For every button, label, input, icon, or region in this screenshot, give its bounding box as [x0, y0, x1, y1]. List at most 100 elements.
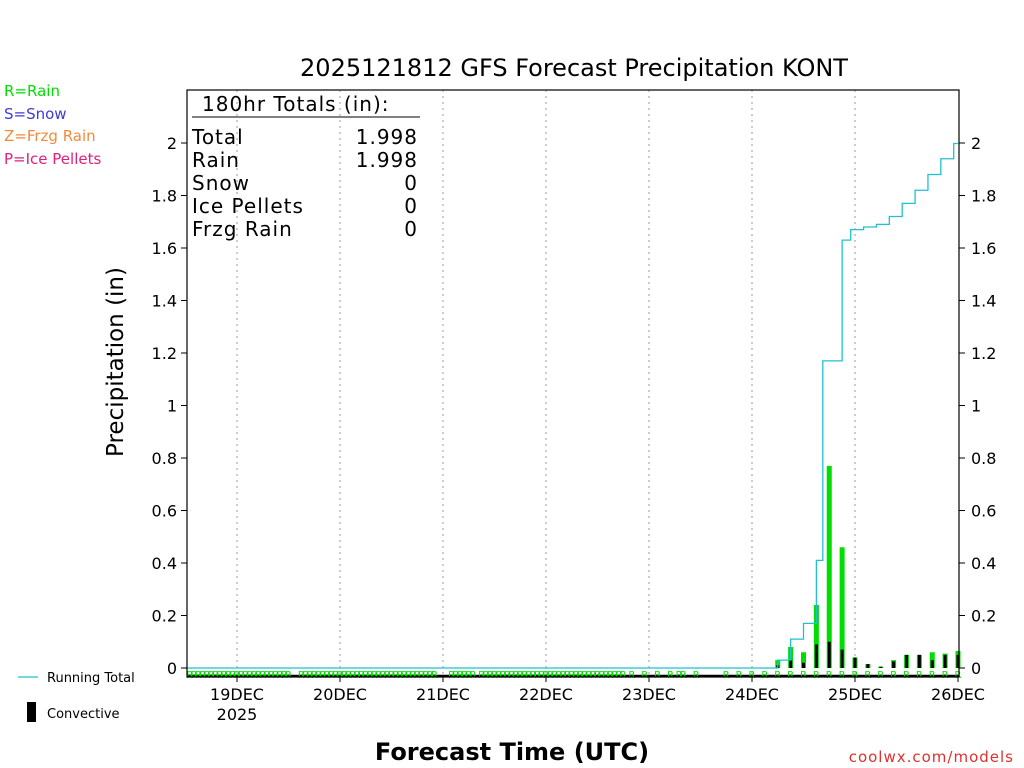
- convective-bar: [956, 654, 960, 668]
- precip-type-marker: R: [547, 670, 554, 681]
- y-tick-label-right: 0.2: [971, 607, 996, 626]
- precip-type-marker: R: [384, 670, 391, 681]
- chart-title: 2025121812 GFS Forecast Precipitation KO…: [300, 54, 848, 82]
- y-tick-label-left: 1.6: [152, 239, 177, 258]
- convective-bar: [930, 660, 934, 668]
- precip-type-marker: R: [482, 670, 489, 681]
- rain-bar: [801, 652, 806, 668]
- totals-label-freezing-rain: Frzg Rain: [192, 217, 293, 241]
- precip-type-marker: R: [800, 670, 807, 681]
- precip-type-marker: R: [628, 670, 635, 681]
- precip-type-marker: R: [864, 670, 871, 681]
- precip-type-marker: R: [530, 670, 537, 681]
- convective-bar: [789, 660, 793, 668]
- y-tick-label-right: 0.8: [971, 449, 996, 468]
- convective-bar: [827, 641, 831, 668]
- precip-type-marker: R: [452, 670, 459, 681]
- precip-type-marker: R: [397, 670, 404, 681]
- y-tick-label-left: 0.4: [152, 554, 177, 573]
- y-tick-label-right: 1: [971, 397, 981, 416]
- precip-type-marker: R: [890, 670, 897, 681]
- rain-bar: [826, 465, 832, 668]
- y-tick-label-right: 1.4: [971, 292, 996, 311]
- precip-type-marker: R: [736, 670, 743, 681]
- precip-type-marker: R: [749, 670, 756, 681]
- precip-type-marker: R: [607, 670, 614, 681]
- site-credit[interactable]: coolwx.com/models: [849, 748, 1014, 766]
- precip-type-marker: R: [212, 670, 219, 681]
- precip-type-marker: R: [877, 670, 884, 681]
- precip-type-marker: R: [564, 670, 571, 681]
- precip-type-marker: R: [345, 670, 352, 681]
- precip-type-marker: R: [448, 670, 455, 681]
- y-tick-label-right: 0.6: [971, 502, 996, 521]
- precip-type-marker: R: [281, 670, 288, 681]
- precip-type-marker: R: [199, 670, 206, 681]
- legend-ice-pellets: P=Ice Pellets: [4, 150, 101, 168]
- totals-value-rain: 1.998: [356, 148, 418, 172]
- legend-convective-label: Convective: [47, 707, 120, 722]
- y-tick-label-right: 1.6: [971, 239, 996, 258]
- precip-type-marker: R: [620, 670, 627, 681]
- precip-type-marker: R: [512, 670, 519, 681]
- precip-type-marker: R: [929, 670, 936, 681]
- precip-type-marker: R: [358, 670, 365, 681]
- running-total-layer: [185, 142, 958, 669]
- totals-label-snow: Snow: [192, 171, 250, 195]
- precip-type-marker: R: [839, 670, 846, 681]
- precip-type-marker: R: [667, 670, 674, 681]
- y-tick-label-left: 1.4: [152, 292, 177, 311]
- precip-type-marker: R: [525, 670, 532, 681]
- precip-type-marker: R: [337, 670, 344, 681]
- precip-type-marker: R: [302, 670, 309, 681]
- ticks-layer: 0 00.2 0.20.4 0.40.6 0.60.8 0.81 11.2 1.21.4 1.4…: [152, 134, 997, 724]
- precip-type-marker: R: [585, 670, 592, 681]
- y-tick-label-left: 0.6: [152, 502, 177, 521]
- y-tick-label-left: 0.8: [152, 449, 177, 468]
- precip-type-marker: R: [392, 670, 399, 681]
- precip-type-marker: R: [916, 670, 923, 681]
- totals-label-rain: Rain: [192, 148, 240, 172]
- precip-type-marker: R: [268, 670, 275, 681]
- rain-bar: [839, 547, 845, 668]
- precip-type-marker: R: [568, 670, 575, 681]
- precip-type-marker: R: [457, 670, 464, 681]
- precip-type-marker: R: [723, 670, 730, 681]
- precip-type-marker: R: [500, 670, 507, 681]
- y-tick-label-left: 2: [167, 134, 177, 153]
- precip-type-marker: R: [242, 670, 249, 681]
- precip-type-marker: R: [195, 670, 202, 681]
- x-axis-label: Forecast Time (UTC): [375, 738, 649, 766]
- precip-type-marker: R: [324, 670, 331, 681]
- convective-bar: [802, 662, 805, 668]
- precip-type-marker: R: [388, 670, 395, 681]
- y-tick-label-left: 0: [167, 659, 177, 678]
- y-tick-label-left: 0.2: [152, 607, 177, 626]
- x-tick-label: 21DEC: [416, 685, 470, 704]
- precip-type-marker: R: [942, 670, 949, 681]
- precip-type-marker: R: [414, 670, 421, 681]
- precip-type-marker: R: [590, 670, 597, 681]
- precip-type-marker: R: [379, 670, 386, 681]
- y-tick-label-right: 1.2: [971, 344, 996, 363]
- x-tick-label: 23DEC: [622, 685, 676, 704]
- precip-type-marker: R: [259, 670, 266, 681]
- precip-type-marker: R: [538, 670, 545, 681]
- precip-type-marker: R: [577, 670, 584, 681]
- precip-type-marker: R: [470, 670, 477, 681]
- precip-type-marker: R: [238, 670, 245, 681]
- y-tick-label-left: 1.8: [152, 187, 177, 206]
- precip-type-marker: R: [487, 670, 494, 681]
- precip-type-marker: R: [208, 670, 215, 681]
- precip-type-marker: R: [478, 670, 485, 681]
- legend-running-total-label: Running Total: [47, 671, 135, 686]
- y-tick-label-right: 0.4: [971, 554, 996, 573]
- precip-type-marker: R: [680, 670, 687, 681]
- precip-type-marker: R: [551, 670, 558, 681]
- x-tick-label: 26DEC: [931, 685, 985, 704]
- precip-type-marker: R: [332, 670, 339, 681]
- totals-header: 180hr Totals (in):: [202, 92, 390, 116]
- precip-type-marker: R: [431, 670, 438, 681]
- convective-bar: [840, 649, 844, 668]
